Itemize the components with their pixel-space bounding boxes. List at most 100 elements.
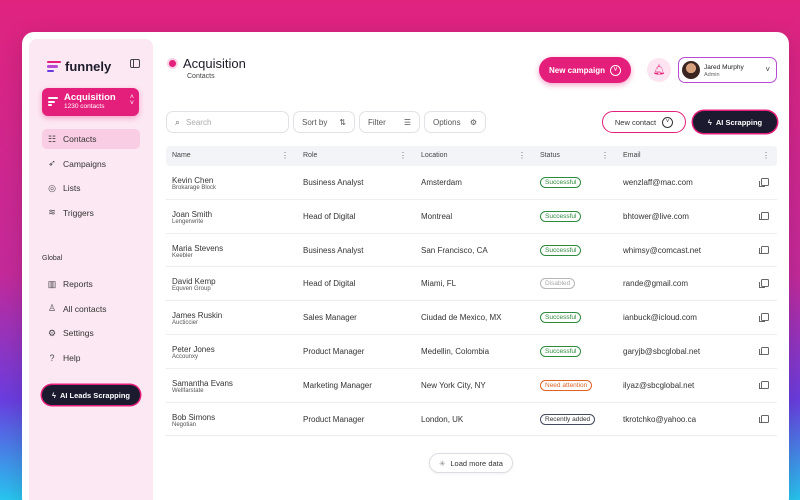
- contact-name: Maria Stevens: [172, 243, 224, 253]
- table-header: Name ⋮ Role ⋮ Location ⋮ Status ⋮ Email …: [166, 146, 777, 166]
- table-row[interactable]: David Kemp Equven Group Head of Digital Mia…: [166, 267, 777, 302]
- user-role: Admin: [704, 72, 720, 78]
- more-vertical-icon[interactable]: ⋮: [281, 151, 289, 160]
- table-row[interactable]: Peter Jones Accounxy Product Manager Medell…: [166, 335, 777, 369]
- contact-role: Business Analyst: [303, 178, 364, 187]
- status-badge: Successful: [540, 244, 582, 256]
- sidebar-item-settings[interactable]: ⚙ Settings: [42, 323, 140, 343]
- sidebar-item-triggers[interactable]: ≋ Triggers: [42, 203, 140, 223]
- contact-location: San Francisco, CA: [421, 245, 488, 255]
- contact-email: bhtower@live.com: [623, 211, 689, 221]
- contact-email: rande@gmail.com: [623, 279, 689, 289]
- nav-section-global: Global: [42, 255, 63, 262]
- ai-leads-scrapping-button[interactable]: ϟ AI Leads Scrapping: [42, 385, 140, 405]
- contact-name: Bob Simons: [172, 412, 216, 422]
- filter-icon: ☰: [403, 117, 411, 127]
- filter-button[interactable]: Filter ☰: [359, 111, 420, 133]
- contacts-icon: ☷: [47, 133, 57, 144]
- column-header-email[interactable]: Email: [623, 152, 641, 159]
- table-row[interactable]: James Ruskin Aucticcier Sales Manager Ciuda…: [166, 301, 777, 335]
- chart-icon: ▥: [47, 278, 57, 289]
- load-more-button[interactable]: ✳ Load more data: [429, 453, 513, 473]
- sidebar-item-all-contacts[interactable]: ♙ All contacts: [42, 299, 140, 319]
- sidebar-item-contacts[interactable]: ☷ Contacts: [42, 129, 140, 149]
- status-badge: Successful: [540, 177, 582, 188]
- table-row[interactable]: Bob Simons Negotian Product Manager London,…: [166, 403, 777, 437]
- contact-role: Marketing Manager: [303, 380, 372, 390]
- table-row[interactable]: Maria Stevens Keebler Business Analyst San …: [166, 234, 777, 268]
- table-row[interactable]: Joan Smith Lengerwrite Head of Digital Mont…: [166, 200, 777, 234]
- copy-icon[interactable]: [759, 178, 769, 187]
- copy-icon[interactable]: [759, 245, 769, 255]
- copy-icon[interactable]: [759, 346, 769, 356]
- chevron-down-icon: ˅: [765, 65, 770, 74]
- options-label: Options: [433, 117, 461, 127]
- table-row[interactable]: Samantha Evans Wellfarstate Marketing Mana…: [166, 369, 777, 403]
- gear-icon: ⚙: [469, 117, 477, 127]
- contact-role: Product Manager: [303, 346, 365, 356]
- contact-company: Wellfarstate: [172, 387, 204, 394]
- contact-location: London, UK: [421, 414, 464, 424]
- logo[interactable]: funnely: [47, 59, 111, 74]
- more-vertical-icon[interactable]: ⋮: [762, 151, 770, 160]
- sidebar-item-campaigns[interactable]: ➶ Campaigns: [42, 154, 140, 174]
- contact-company: Accounxy: [172, 353, 199, 360]
- page-subtitle: Contacts: [187, 73, 215, 80]
- app-window: funnely Acquisition 1230 contacts ˄ ˅ ☷ Co…: [22, 32, 789, 500]
- new-contact-button[interactable]: New contact ˅: [602, 111, 686, 133]
- more-vertical-icon[interactable]: ⋮: [399, 151, 407, 160]
- sidebar-item-label: Reports: [63, 279, 93, 289]
- table-row[interactable]: Kevin Chen Brokarage Block Business Analys…: [166, 166, 777, 200]
- ai-scrapping-button[interactable]: ϟ AI Scrapping: [693, 111, 777, 133]
- sidebar-item-label: Triggers: [63, 207, 94, 218]
- new-campaign-label: New campaign: [548, 65, 605, 75]
- sidebar-collapse-icon[interactable]: [130, 59, 140, 68]
- lightning-icon: ϟ: [707, 117, 712, 127]
- contact-email: tkrotchko@yahoo.ca: [623, 414, 697, 424]
- contact-location: Montreal: [421, 211, 453, 221]
- load-more-label: Load more data: [450, 458, 503, 468]
- sort-button[interactable]: Sort by ⇅: [293, 111, 355, 133]
- copy-icon[interactable]: [759, 211, 769, 221]
- copy-icon[interactable]: [759, 279, 769, 288]
- contact-email: wenzlaff@mac.com: [623, 178, 693, 187]
- chevron-down-icon: ˅: [662, 116, 674, 128]
- column-header-status[interactable]: Status: [540, 152, 560, 159]
- options-button[interactable]: Options ⚙: [424, 111, 486, 133]
- status-dot-icon: [169, 60, 176, 67]
- notifications-button[interactable]: 🔔︎: [647, 58, 671, 82]
- search-icon: ⌕: [175, 116, 181, 127]
- column-header-location[interactable]: Location: [421, 152, 448, 159]
- contact-location: Miami, FL: [421, 279, 457, 289]
- copy-icon[interactable]: [759, 313, 769, 322]
- sidebar-item-reports[interactable]: ▥ Reports: [42, 274, 140, 294]
- contact-name: Joan Smith: [172, 209, 213, 219]
- bell-icon: 🔔︎: [652, 64, 666, 76]
- status-badge: Successful: [540, 345, 582, 357]
- contact-email: garyjb@sbcglobal.net: [623, 346, 701, 356]
- more-vertical-icon[interactable]: ⋮: [601, 151, 609, 160]
- sidebar-item-help[interactable]: ? Help: [42, 348, 140, 368]
- status-badge: Recently added: [540, 413, 596, 425]
- chevron-updown-icon: ˄ ˅: [129, 94, 134, 107]
- workspace-count: 1230 contacts: [64, 103, 105, 110]
- contact-company: Keebler: [172, 252, 193, 259]
- chevron-down-icon: ˅: [610, 64, 621, 76]
- copy-icon[interactable]: [759, 380, 769, 390]
- search-input[interactable]: [186, 117, 277, 127]
- filter-label: Filter: [368, 117, 386, 127]
- status-badge: Successful: [540, 312, 582, 324]
- sidebar-item-lists[interactable]: ◎ Lists: [42, 178, 140, 198]
- column-header-name[interactable]: Name: [172, 152, 191, 159]
- status-badge: Disabled: [540, 278, 576, 290]
- page-title: Acquisition: [183, 56, 246, 71]
- user-menu[interactable]: Jared Murphy Admin ˅: [678, 57, 777, 83]
- copy-icon[interactable]: [759, 414, 769, 424]
- sidebar-item-label: Campaigns: [63, 158, 106, 169]
- workspace-switcher[interactable]: Acquisition 1230 contacts ˄ ˅: [42, 88, 139, 116]
- more-vertical-icon[interactable]: ⋮: [518, 151, 526, 160]
- column-header-role[interactable]: Role: [303, 152, 318, 159]
- search-box[interactable]: ⌕: [166, 111, 289, 133]
- new-campaign-button[interactable]: New campaign ˅: [539, 57, 631, 83]
- workspace-name: Acquisition: [64, 92, 116, 103]
